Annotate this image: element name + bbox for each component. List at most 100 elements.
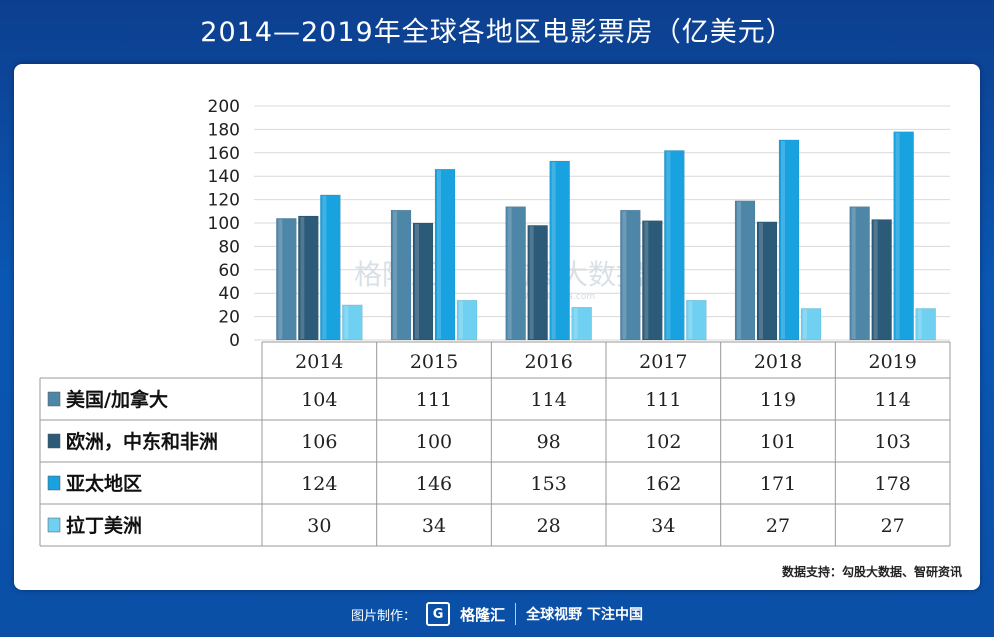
bar-highlight <box>529 226 534 339</box>
data-label: 178 <box>875 473 911 495</box>
legend-swatch <box>47 391 61 407</box>
brand-logo-icon: G <box>426 602 451 626</box>
y-tick-label: 100 <box>208 214 240 234</box>
bar-highlight <box>573 308 578 339</box>
bar-0-2015 <box>390 209 412 341</box>
bar-2-2016 <box>549 160 570 341</box>
bar-2-2019 <box>893 131 914 341</box>
y-tick-label: 120 <box>208 191 240 211</box>
bar-highlight <box>666 151 671 339</box>
y-tick-label: 140 <box>208 167 240 187</box>
data-label: 101 <box>760 431 796 453</box>
y-tick-label: 200 <box>208 97 240 117</box>
legend-label: 亚太地区 <box>66 472 142 495</box>
bar-0-2019 <box>849 206 870 341</box>
bar-highlight <box>393 211 397 339</box>
data-source-note: 数据支持：勾股大数据、智研资讯 <box>781 565 962 579</box>
bar-highlight <box>737 201 741 339</box>
data-label: 27 <box>881 515 905 537</box>
data-label: 102 <box>645 431 681 453</box>
x-tick-label: 2017 <box>639 351 687 373</box>
x-tick-label: 2018 <box>754 351 802 373</box>
bar-0-2016 <box>505 206 526 341</box>
bar-highlight <box>688 301 693 339</box>
bar-3-2016 <box>571 306 592 341</box>
data-label: 98 <box>537 431 561 453</box>
bar-highlight <box>344 305 349 339</box>
data-label: 111 <box>645 389 681 411</box>
bar-highlight <box>459 301 463 339</box>
data-label: 111 <box>416 389 452 411</box>
data-label: 30 <box>307 515 331 537</box>
y-tick-label: 0 <box>229 331 240 351</box>
data-label: 104 <box>301 389 337 411</box>
legend-label: 拉丁美洲 <box>66 514 142 537</box>
bar-highlight <box>851 207 856 339</box>
data-label: 28 <box>537 515 561 537</box>
footer-divider <box>515 603 517 625</box>
bar-2-2015 <box>434 168 456 341</box>
bar-highlight <box>322 195 327 339</box>
bar-1-2016 <box>527 225 548 341</box>
bar-highlight <box>278 219 283 339</box>
brand-name: 格隆汇 <box>460 605 506 624</box>
data-label: 124 <box>301 473 337 495</box>
footer-slogan: 全球视野 下注中国 <box>526 607 643 623</box>
chart-card: 格隆汇勾股大数据www.gogudata.com0204060801001201… <box>14 64 980 590</box>
data-label: 106 <box>301 431 337 453</box>
data-label: 146 <box>416 473 452 495</box>
legend-swatch <box>47 475 61 491</box>
bar-0-2017 <box>620 209 641 341</box>
bar-highlight <box>507 207 512 339</box>
bar-highlight <box>622 211 627 339</box>
bar-0-2014 <box>276 218 297 341</box>
x-tick-label: 2014 <box>295 351 343 373</box>
bar-1-2018 <box>756 221 778 341</box>
y-tick-label: 180 <box>208 120 240 140</box>
bar-highlight <box>781 140 785 339</box>
bar-highlight <box>895 132 900 339</box>
bar-1-2017 <box>642 220 663 341</box>
legend-label: 欧洲，中东和非洲 <box>66 430 218 453</box>
data-label: 34 <box>422 515 446 537</box>
bar-highlight <box>917 309 922 339</box>
page-title: 2014—2019年全球各地区电影票房（亿美元） <box>200 17 794 48</box>
bar-highlight <box>300 216 305 339</box>
legend-label: 美国/加拿大 <box>66 388 168 411</box>
bar-highlight <box>644 221 649 339</box>
x-tick-label: 2019 <box>868 351 916 373</box>
data-label: 171 <box>760 473 796 495</box>
bar-1-2015 <box>412 222 434 341</box>
bar-3-2014 <box>342 304 363 341</box>
data-label: 114 <box>531 389 567 411</box>
bar-2-2014 <box>320 194 341 341</box>
bar-3-2019 <box>915 308 936 341</box>
bar-highlight <box>759 222 763 339</box>
y-tick-label: 80 <box>218 237 240 257</box>
bar-highlight <box>415 224 419 339</box>
y-tick-label: 160 <box>208 144 240 164</box>
bar-2-2017 <box>664 150 685 341</box>
bar-1-2019 <box>871 219 892 341</box>
bar-highlight <box>803 309 807 339</box>
data-label: 119 <box>760 389 796 411</box>
y-tick-label: 20 <box>218 308 240 328</box>
data-label: 34 <box>651 515 675 537</box>
data-label: 103 <box>875 431 911 453</box>
bar-chart: 格隆汇勾股大数据www.gogudata.com0204060801001201… <box>39 97 951 547</box>
data-label: 114 <box>875 389 911 411</box>
legend-swatch <box>47 517 61 533</box>
bar-0-2018 <box>734 200 756 341</box>
x-tick-label: 2015 <box>410 351 458 373</box>
made-by-label: 图片制作： <box>351 608 417 624</box>
bar-2-2018 <box>778 139 800 341</box>
bar-3-2017 <box>686 299 707 341</box>
x-tick-label: 2016 <box>524 351 572 373</box>
y-tick-label: 40 <box>218 284 240 304</box>
data-label: 162 <box>645 473 681 495</box>
y-tick-label: 60 <box>218 261 240 281</box>
legend-swatch <box>47 433 61 449</box>
bar-highlight <box>437 170 441 339</box>
bar-3-2015 <box>456 299 478 341</box>
footer-bar: 图片制作： G 格隆汇 全球视野 下注中国 <box>0 596 994 632</box>
